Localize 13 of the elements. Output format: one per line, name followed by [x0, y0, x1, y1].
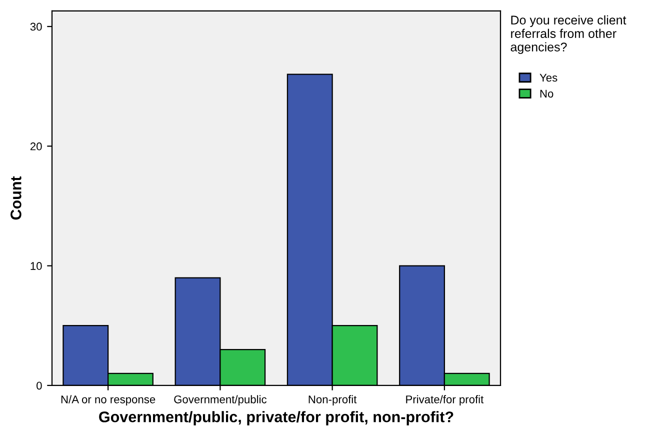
legend-label: No — [540, 90, 554, 98]
y-tick-label: 20 — [30, 142, 42, 150]
legend-label: Yes — [540, 74, 558, 82]
y-axis-title: Count — [10, 176, 22, 220]
y-tick-label: 0 — [36, 382, 42, 390]
y-tick-label: 10 — [30, 262, 42, 270]
x-axis-title: Government/public, private/for profit, non-profit? — [99, 411, 454, 426]
x-tick-label: Non-profit — [308, 395, 357, 406]
x-tick-label: N/A or no response — [61, 395, 156, 406]
x-tick-label: Private/for profit — [406, 395, 484, 406]
y-tick-label: 30 — [30, 22, 42, 31]
x-tick-label: Government/public — [174, 395, 267, 406]
legend-title: Do you receive client referrals from other agencies? — [510, 15, 626, 54]
